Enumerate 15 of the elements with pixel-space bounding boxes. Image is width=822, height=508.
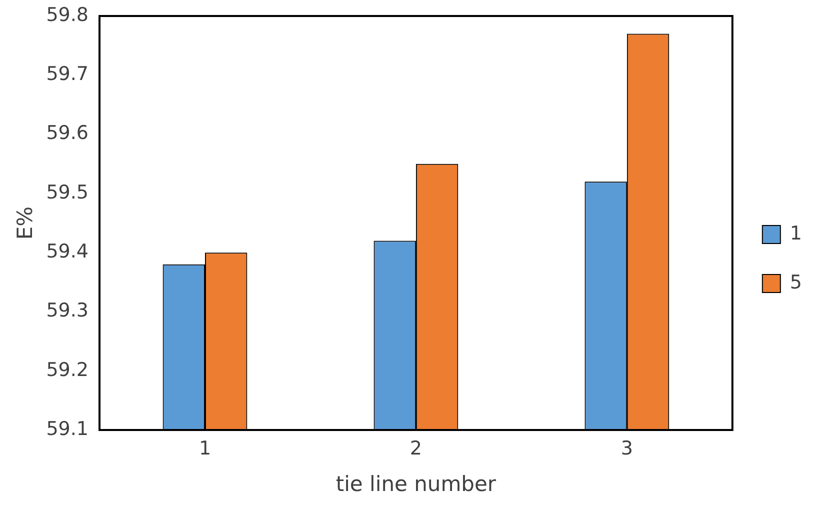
x-tick-label: 3 [620, 437, 633, 460]
x-axis-title: tie line number [336, 472, 496, 496]
y-tick-label: 59.7 [46, 63, 89, 86]
y-tick-label: 59.8 [46, 4, 89, 26]
x-tick-label: 1 [198, 437, 212, 460]
y-tick-label: 59.1 [46, 418, 89, 440]
y-tick-label: 59.6 [46, 122, 89, 144]
legend-label: 5 [790, 271, 802, 294]
y-tick-label: 59.3 [46, 300, 89, 322]
y-tick-label: 59.4 [46, 240, 89, 263]
x-tick-label: 2 [410, 437, 422, 460]
y-axis-title: E% [13, 206, 38, 240]
y-tick-label: 59.5 [46, 181, 89, 204]
legend-label: 1 [790, 222, 802, 244]
y-tick-label: 59.2 [46, 358, 89, 381]
